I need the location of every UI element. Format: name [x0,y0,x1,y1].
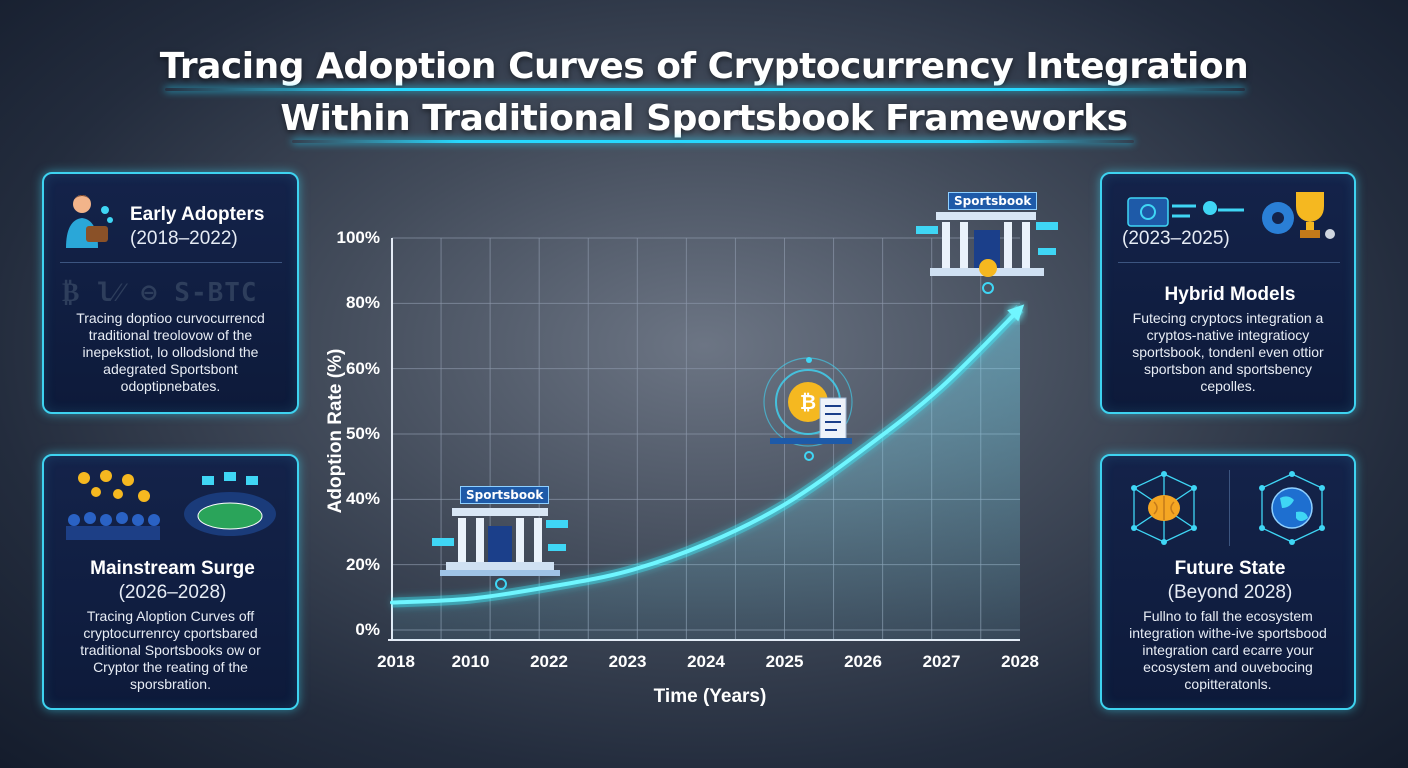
data-point [861,448,865,452]
y-tick-label: 80% [345,293,380,313]
sportsbook-building-icon [916,212,1058,277]
y-axis-label: Adoption Rate (%) [325,348,346,514]
globe-network-icon [1259,471,1325,545]
card-divider [60,262,282,263]
x-tick-label: 2025 [765,652,804,671]
future-state-body: Fullno to fall the ecosystem integration… [1129,608,1327,692]
x-tick-label: 2023 [608,652,647,671]
bitcoin-ledger-icon: ₿ [763,357,853,461]
stadium-icon [184,472,276,536]
person-wallet-icon [66,195,113,248]
x-tick-label: 2024 [687,652,725,671]
sportsbook-building-low: Sportsbook [430,486,570,590]
hybrid-models-body: Futecing cryptocs integration a cryptos-… [1132,310,1324,394]
y-tick-label: 40% [345,489,380,509]
y-tick-label: 20% [345,554,380,574]
early-adopters-body: Tracing doptioo curvocurrencd traditiona… [76,310,265,394]
icon-divider [1229,470,1230,546]
data-point [626,569,630,573]
y-tick-label: 100% [336,228,380,247]
data-point [783,503,787,507]
network-chip-icon [1127,197,1244,227]
adoption-curve-line [390,306,1022,605]
data-point [940,385,944,389]
mainstream-surge-body: Tracing Aloption Curves off cryptocurren… [80,608,261,692]
x-tick-label: 2026 [844,652,882,671]
crypto-watermark: ₿ l⁄⁄ ⊖ S-BTC [62,278,258,308]
data-point [704,542,708,546]
x-tick-label: 2010 [451,652,490,671]
curve-arrowhead [1007,304,1025,322]
sportsbook-label-high: Sportsbook [948,192,1038,210]
data-point [390,601,394,605]
sportsbook-building-icon [432,508,568,576]
early-adopters-period: (2018–2022) [130,228,238,249]
bitcoin-ledger-illustration: ₿ [760,352,860,464]
x-tick-label: 2018 [377,652,415,671]
mainstream-surge-heading: Mainstream Surge [90,558,255,579]
crowd-coins-icon [66,470,160,540]
svg-text:₿: ₿ [800,390,816,414]
node-dot-low [495,578,507,590]
x-tick-label: 2028 [1001,652,1039,671]
early-adopters-heading: Early Adopters [130,204,265,225]
data-point [1018,307,1022,311]
future-state-period: (Beyond 2028) [1167,582,1293,603]
sportsbook-label-low: Sportsbook [460,486,550,504]
adoption-area-fill [392,308,1020,640]
x-tick-label: 2022 [530,652,568,671]
y-tick-label: 50% [345,424,380,443]
hybrid-models-period: (2023–2025) [1122,228,1230,249]
data-point [469,597,473,601]
card-mainstream-surge: Mainstream Surge (2026–2028) Tracing Alo… [42,454,299,710]
card-hybrid-models: (2023–2025) Hybrid Models Futecing crypt… [1100,172,1356,414]
hybrid-models-heading: Hybrid Models [1164,284,1296,305]
x-axis-label: Time (Years) [653,686,767,707]
card-future-state: Future State (Beyond 2028) Fullno to fal… [1100,454,1356,710]
trophy-gear-icon [1262,192,1335,239]
y-tick-label: 60% [345,358,380,378]
card-divider [1118,262,1340,263]
page-title-line-2: Within Traditional Sportsbook Frameworks [280,98,1128,139]
x-tick-label: 2027 [922,652,961,671]
sportsbook-building-high: Sportsbook [912,186,1062,296]
brain-network-icon [1131,471,1197,545]
title-underline-1 [165,88,1245,91]
future-state-heading: Future State [1174,558,1286,579]
y-tick-label: 0% [355,620,380,639]
node-dot-high [982,282,994,294]
title-underline-2 [292,140,1134,143]
page-title-line-1: Tracing Adoption Curves of Cryptocurrenc… [159,46,1249,87]
card-early-adopters: Early Adopters (2018–2022) ₿ l⁄⁄ ⊖ S-BTC… [42,172,299,414]
mainstream-surge-period: (2026–2028) [118,582,227,603]
